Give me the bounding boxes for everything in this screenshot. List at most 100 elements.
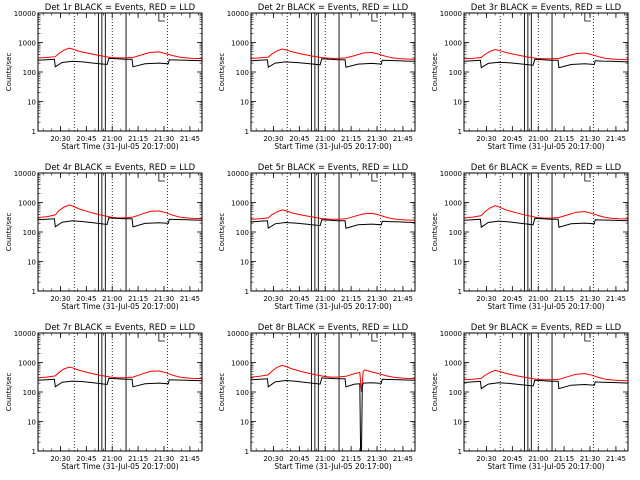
panel-1-status-bracket: [158, 13, 165, 22]
panel-4-title: Det 4r BLACK = Events, RED = LLD: [45, 163, 196, 173]
panel-8: Det 8r BLACK = Events, RED = LLD 1 10 100 10…: [218, 323, 416, 471]
panel-7-y-tick-label: 100: [23, 389, 36, 397]
panel-9-y-axis-label: Counts/sec: [431, 373, 439, 412]
panel-4-x-tick-label: 21:00: [102, 295, 122, 303]
panel-7-lld-series-line: [38, 366, 202, 380]
panel-6-status-bracket: [584, 173, 591, 182]
panel-5-x-tick-label: 21:00: [315, 295, 335, 303]
panel-5-y-tick-label: 1: [245, 288, 249, 296]
panel-8-lld-series-line: [251, 364, 415, 393]
panel-3-x-axis-label: Start Time (31-Jul-05 20:17:00): [487, 142, 604, 151]
panel-7-y-axis-label: Counts/sec: [5, 373, 13, 412]
panel-8-y-tick-label: 10000: [227, 330, 249, 338]
panel-8-events-series-line: [251, 377, 415, 451]
panel-3-y-axis-label: Counts/sec: [431, 53, 439, 92]
panel-6-x-tick-label: 20:45: [502, 295, 522, 303]
panel-1: Det 1r BLACK = Events, RED = LLD 1 10 100 10…: [5, 3, 203, 151]
panel-1-y-tick-label: 100: [23, 69, 36, 77]
panel-7-plot-frame: [37, 332, 203, 452]
panel-9-x-tick-label: 21:15: [554, 455, 574, 463]
panel-6-y-tick-label: 100: [449, 229, 462, 237]
panel-3-x-tick-label: 21:15: [554, 135, 574, 143]
panel-2-x-tick-label: 21:15: [341, 135, 361, 143]
panel-4: Det 4r BLACK = Events, RED = LLD 1 10 100 10…: [5, 163, 203, 311]
panel-3-plot-frame: [463, 12, 629, 132]
panel-1-y-tick-label: 1: [32, 128, 36, 136]
panel-7-status-bracket: [158, 333, 165, 342]
panel-8-x-tick-label: 21:15: [341, 455, 361, 463]
panel-9-events-series-line: [464, 379, 628, 390]
panel-3-x-tick-label: 20:45: [502, 135, 522, 143]
panel-2-x-tick-label: 21:00: [315, 135, 335, 143]
panel-8-x-tick-label: 21:45: [393, 455, 413, 463]
panel-4-y-tick-label: 10: [27, 259, 36, 267]
panel-3-lld-series-line: [464, 48, 628, 61]
panel-8-x-tick-label: 21:00: [315, 455, 335, 463]
panel-7: Det 7r BLACK = Events, RED = LLD 1 10 100 10…: [5, 323, 203, 471]
panel-7-x-tick-label: 21:00: [102, 455, 122, 463]
panel-4-x-axis-label: Start Time (31-Jul-05 20:17:00): [61, 302, 178, 311]
panel-2-y-tick-label: 10: [240, 99, 249, 107]
panel-9-y-tick-label: 1000: [444, 360, 462, 368]
panel-1-x-axis-label: Start Time (31-Jul-05 20:17:00): [61, 142, 178, 151]
panel-8-plot-frame: [250, 332, 416, 452]
panel-2-y-tick-label: 1000: [231, 40, 249, 48]
panel-5-y-tick-label: 10000: [227, 170, 249, 178]
panel-6-title: Det 6r BLACK = Events, RED = LLD: [471, 163, 622, 173]
panel-3-x-tick-label: 21:30: [580, 135, 600, 143]
panel-1-x-tick-label: 21:15: [128, 135, 148, 143]
panel-2-events-series-line: [251, 58, 415, 69]
panel-7-y-tick-label: 10000: [14, 330, 36, 338]
panel-2-title: Det 2r BLACK = Events, RED = LLD: [258, 3, 409, 13]
panel-7-events-series-line: [38, 377, 202, 388]
panel-2-plot-frame: [250, 12, 416, 132]
panel-5-y-axis-label: Counts/sec: [218, 213, 226, 252]
panel-5-y-tick-label: 100: [236, 229, 249, 237]
panel-4-x-tick-label: 21:45: [180, 295, 200, 303]
panel-2-x-tick-label: 20:45: [289, 135, 309, 143]
panel-1-x-tick-label: 20:30: [50, 135, 70, 143]
panel-4-y-tick-label: 1000: [18, 200, 36, 208]
panel-1-title: Det 1r BLACK = Events, RED = LLD: [45, 3, 196, 13]
panel-7-title: Det 7r BLACK = Events, RED = LLD: [45, 323, 196, 333]
panel-9-y-tick-label: 10000: [440, 330, 462, 338]
panel-9-x-axis-label: Start Time (31-Jul-05 20:17:00): [487, 462, 604, 471]
panel-7-y-tick-label: 10: [27, 419, 36, 427]
panel-6-y-tick-label: 1: [458, 288, 462, 296]
panel-3-y-tick-label: 10: [453, 99, 462, 107]
panel-9: Det 9r BLACK = Events, RED = LLD 1 10 100 10…: [431, 323, 629, 471]
panel-5-y-tick-label: 1000: [231, 200, 249, 208]
panel-5-events-series-line: [251, 219, 415, 230]
panel-4-events-series-line: [38, 217, 202, 228]
panel-6-lld-series-line: [464, 205, 628, 220]
panel-3-events-series-line: [464, 58, 628, 69]
panel-6-plot-frame: [463, 172, 629, 292]
panel-9-status-bracket: [584, 333, 591, 342]
panel-5-y-tick-label: 10: [240, 259, 249, 267]
panel-2-x-tick-label: 21:45: [393, 135, 413, 143]
panel-1-events-series-line: [38, 57, 202, 68]
panel-7-y-tick-label: 1: [32, 448, 36, 456]
panel-2-y-tick-label: 1: [245, 128, 249, 136]
panel-3-x-tick-label: 20:30: [476, 135, 496, 143]
panel-2-y-tick-label: 10000: [227, 10, 249, 18]
panel-4-y-axis-label: Counts/sec: [5, 213, 13, 252]
panel-3-x-tick-label: 21:00: [528, 135, 548, 143]
panel-5-title: Det 5r BLACK = Events, RED = LLD: [258, 163, 409, 173]
panel-4-x-tick-label: 20:45: [76, 295, 96, 303]
panel-9-y-tick-label: 10: [453, 419, 462, 427]
panel-6-y-tick-label: 10000: [440, 170, 462, 178]
panel-7-x-tick-label: 20:30: [50, 455, 70, 463]
panel-7-x-tick-label: 21:45: [180, 455, 200, 463]
panel-4-y-tick-label: 100: [23, 229, 36, 237]
panel-5-x-tick-label: 20:45: [289, 295, 309, 303]
panel-7-y-tick-label: 1000: [18, 360, 36, 368]
panel-4-x-tick-label: 20:30: [50, 295, 70, 303]
panel-3-y-tick-label: 10000: [440, 10, 462, 18]
panel-4-x-tick-label: 21:30: [154, 295, 174, 303]
panel-8-y-axis-label: Counts/sec: [218, 373, 226, 412]
panel-9-lld-series-line: [464, 369, 628, 382]
panel-1-x-tick-label: 21:00: [102, 135, 122, 143]
panel-3-y-tick-label: 100: [449, 69, 462, 77]
